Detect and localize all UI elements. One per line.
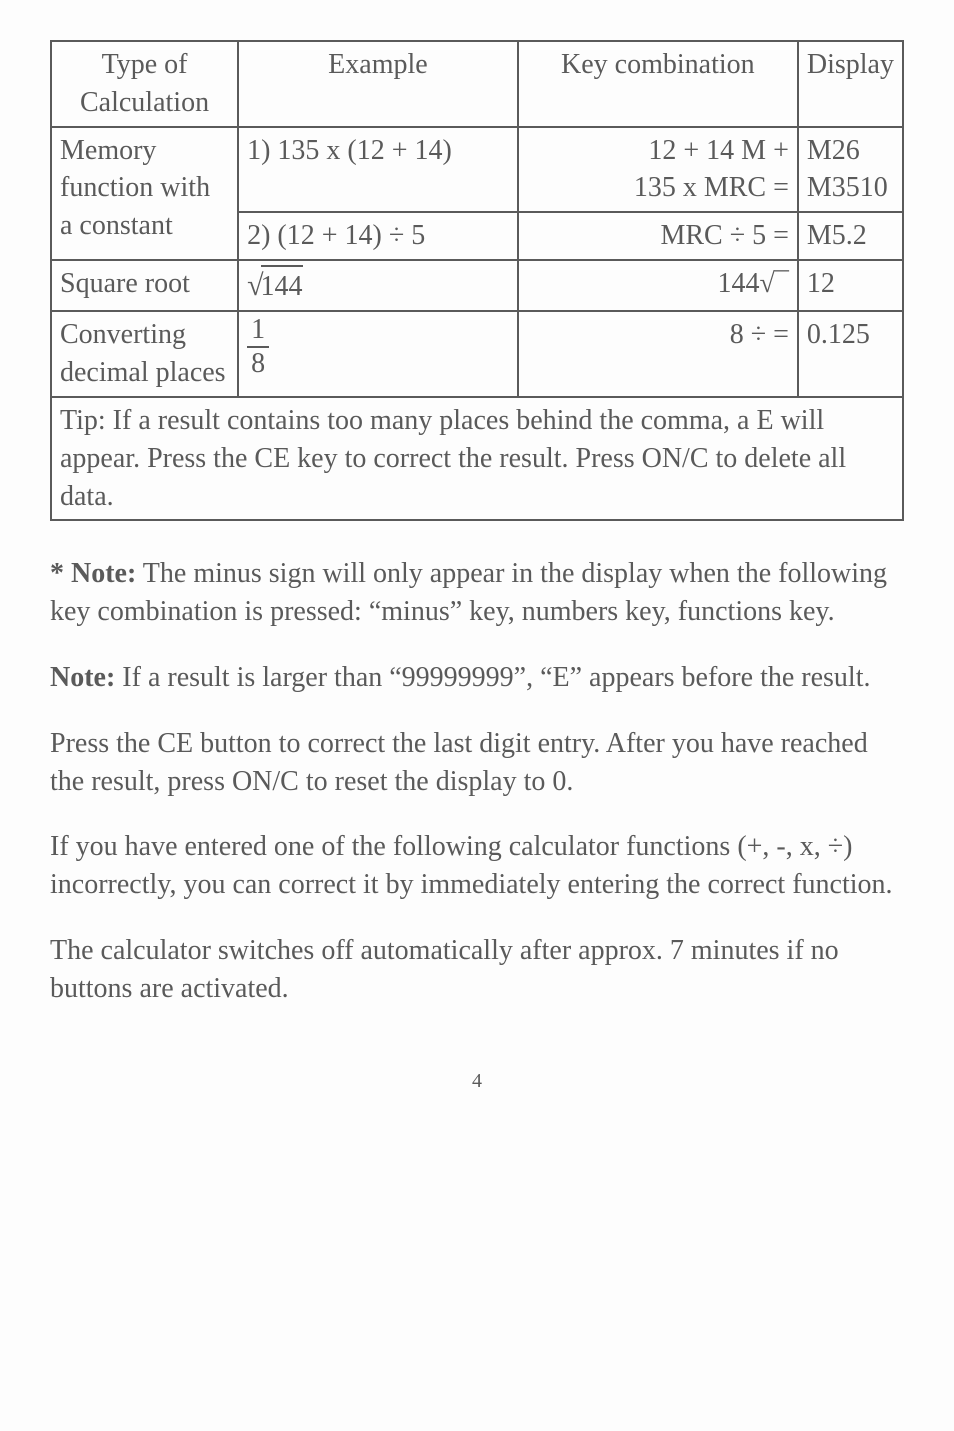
sqrt-value: 144	[261, 265, 303, 306]
para-autooff: The calculator switches off automaticall…	[50, 932, 904, 1008]
cell-convert-ex: 1 8	[238, 311, 518, 397]
cell-sqrt-key: 144√¯	[518, 260, 798, 312]
note2-label: Note:	[50, 662, 115, 693]
frac-den: 8	[247, 348, 269, 378]
note1-label: * Note:	[50, 558, 136, 589]
cell-sqrt-type: Square root	[51, 260, 238, 312]
cell-convert-disp: 0.125	[798, 311, 903, 397]
th-display: Display	[798, 41, 903, 127]
note2: Note: If a result is larger than “999999…	[50, 659, 904, 697]
para-ce: Press the CE button to correct the last …	[50, 725, 904, 801]
para-functions: If you have entered one of the following…	[50, 828, 904, 904]
cell-sqrt-disp: 12	[798, 260, 903, 312]
note1: * Note: The minus sign will only appear …	[50, 555, 904, 631]
note1-body: The minus sign will only appear in the d…	[50, 558, 887, 627]
disp1a: M26	[807, 135, 860, 166]
key1b: 135 x MRC =	[634, 172, 789, 203]
cell-sqrt-ex: √144	[238, 260, 518, 312]
cell-memory-ex1: 1) 135 x (12 + 14)	[238, 127, 518, 213]
page-number: 4	[50, 1068, 904, 1095]
disp1b: M3510	[807, 172, 888, 203]
cell-memory-ex2: 2) (12 + 14) ÷ 5	[238, 212, 518, 260]
frac-num: 1	[247, 316, 269, 348]
cell-memory-key1: 12 + 14 M + 135 x MRC =	[518, 127, 798, 213]
th-example: Example	[238, 41, 518, 127]
th-key: Key combination	[518, 41, 798, 127]
th-type: Type of Calculation	[51, 41, 238, 127]
cell-convert-type: Converting decimal places	[51, 311, 238, 397]
cell-memory-disp2: M5.2	[798, 212, 903, 260]
cell-tip: Tip: If a result contains too many place…	[51, 397, 903, 520]
key1a: 12 + 14 M +	[648, 135, 788, 166]
cell-convert-key: 8 ÷ =	[518, 311, 798, 397]
cell-memory-disp1: M26 M3510	[798, 127, 903, 213]
calc-table: Type of Calculation Example Key combinat…	[50, 40, 904, 521]
cell-memory-type: Memory function with a constant	[51, 127, 238, 260]
cell-memory-key2: MRC ÷ 5 =	[518, 212, 798, 260]
note2-body: If a result is larger than “99999999”, “…	[115, 662, 870, 693]
